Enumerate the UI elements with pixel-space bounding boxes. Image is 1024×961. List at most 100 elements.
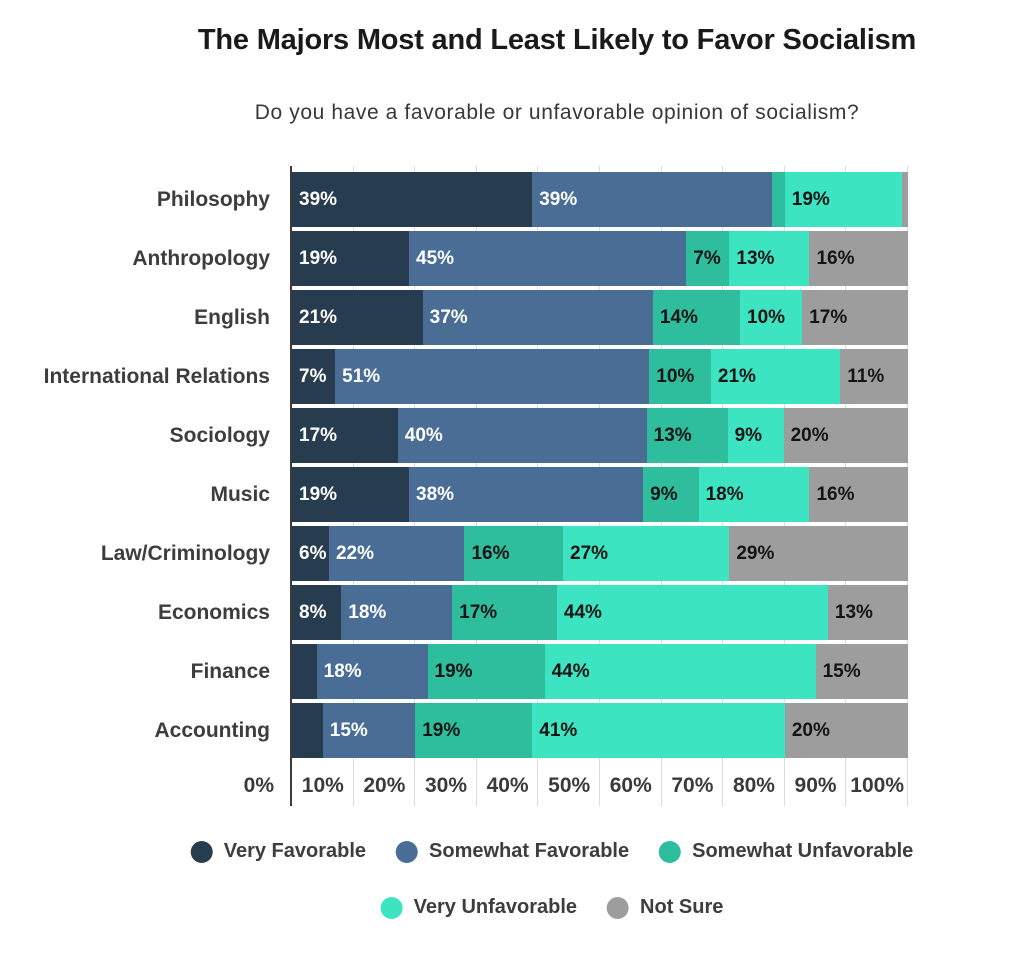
- segment-label: 19%: [791, 189, 830, 210]
- segment-label: 41%: [539, 720, 578, 741]
- bar-segment-very-favorable: 21%: [292, 290, 423, 345]
- bar-segment-somewhat-unfavorable: 10%: [649, 349, 711, 404]
- legend-item: Very Unfavorable: [380, 896, 578, 919]
- x-tick-label: 10%: [301, 774, 344, 797]
- bar-segment-very-favorable: 6%: [292, 526, 329, 581]
- segment-label: 27%: [570, 543, 609, 564]
- chart-title: The Majors Most and Least Likely to Favo…: [197, 24, 917, 56]
- segment-label: 51%: [342, 366, 381, 387]
- x-tick-label: 20%: [363, 774, 406, 797]
- bar-segment-somewhat-favorable: 38%: [409, 467, 644, 522]
- bar-segment-somewhat-unfavorable: 19%: [427, 644, 545, 699]
- x-tick-label: 80%: [732, 774, 775, 797]
- category-label: Anthropology: [132, 246, 270, 270]
- x-tick-label: 70%: [671, 774, 714, 797]
- bar-row: 19% 45% 7% 13% 16%: [292, 231, 909, 286]
- segment-label: 7%: [693, 248, 721, 269]
- legend-swatch-icon: [659, 840, 682, 863]
- segment-label: 39%: [299, 189, 338, 210]
- segment-label: 14%: [659, 307, 698, 328]
- legend-label: Very Favorable: [223, 840, 367, 862]
- segment-label: 19%: [422, 720, 461, 741]
- bar-segment-somewhat-unfavorable: 14%: [652, 290, 740, 345]
- bar-segment-very-favorable: 19%: [292, 231, 410, 286]
- segment-label: 15%: [822, 661, 861, 682]
- bar-segment-somewhat-unfavorable: 9%: [643, 467, 699, 522]
- segment-label: 19%: [299, 248, 338, 269]
- category-label: Philosophy: [156, 187, 270, 211]
- bar-segment-somewhat-unfavorable: 7%: [686, 231, 730, 286]
- bar-row: 39% 39% 19%: [292, 172, 908, 227]
- segment-label: 16%: [816, 484, 855, 505]
- category-label: Sociology: [169, 423, 270, 447]
- segment-label: 22%: [335, 543, 374, 564]
- category-label: Economics: [157, 600, 270, 624]
- segment-label: 21%: [717, 366, 756, 387]
- bar-segment-very-unfavorable: 27%: [563, 526, 730, 581]
- chart-subtitle: Do you have a favorable or unfavorable o…: [254, 101, 860, 124]
- legend-swatch-icon: [396, 840, 419, 863]
- bar-segment-not-sure: 17%: [802, 290, 908, 345]
- plot-area: 39% 39% 19% 19% 45% 7% 13% 16% 21% 37% 14% 10% 17% 7%…: [292, 0, 909, 961]
- segment-label: 13%: [834, 602, 873, 623]
- bar-segment-very-favorable: 39%: [292, 172, 533, 227]
- segment-label: 45%: [416, 248, 455, 269]
- bar-segment-somewhat-unfavorable: [772, 172, 785, 227]
- category-label: Finance: [190, 659, 270, 683]
- bar-segment-very-unfavorable: 44%: [556, 585, 828, 640]
- legend-label: Very Unfavorable: [413, 896, 578, 918]
- bar-segment-very-unfavorable: 13%: [729, 231, 810, 286]
- segment-label: 19%: [434, 661, 473, 682]
- segment-label: 10%: [656, 366, 695, 387]
- category-label: English: [194, 305, 270, 329]
- x-tick-label: 60%: [609, 774, 652, 797]
- segment-label: 15%: [329, 720, 368, 741]
- legend-swatch-icon: [190, 840, 213, 863]
- bar-segment-not-sure: 13%: [827, 585, 908, 640]
- bar-segment-somewhat-favorable: 37%: [422, 290, 653, 345]
- bar-segment-not-sure: 20%: [783, 408, 908, 463]
- bar-segment-somewhat-unfavorable: 17%: [452, 585, 557, 640]
- bar-segment-very-unfavorable: 18%: [698, 467, 810, 522]
- bar-segment-somewhat-unfavorable: 16%: [464, 526, 564, 581]
- bar-segment-somewhat-unfavorable: 13%: [646, 408, 728, 463]
- bar-segment-very-favorable: 19%: [292, 467, 410, 522]
- bar-segment-very-favorable: 7%: [292, 349, 336, 404]
- legend-label: Somewhat Favorable: [429, 840, 630, 862]
- bar-row: 7% 51% 10% 21% 11%: [292, 349, 908, 404]
- bar-segment-somewhat-favorable: 39%: [532, 172, 773, 227]
- segment-label: 18%: [348, 602, 387, 623]
- bar-segment-not-sure: 20%: [784, 703, 909, 758]
- bar-segment-not-sure: 11%: [840, 349, 908, 404]
- segment-label: 40%: [404, 425, 443, 446]
- segment-label: 17%: [459, 602, 498, 623]
- segment-label: 20%: [790, 425, 829, 446]
- segment-label: 18%: [323, 661, 362, 682]
- bar-segment-very-favorable: [292, 703, 323, 758]
- bar-segment-somewhat-favorable: 22%: [328, 526, 465, 581]
- y-axis-line: [290, 166, 292, 806]
- segment-label: 13%: [653, 425, 692, 446]
- bar-segment-not-sure: 16%: [809, 231, 909, 286]
- bar-row: 15% 19% 41% 20%: [292, 703, 909, 758]
- segment-label: 29%: [736, 543, 775, 564]
- bar-segment-not-sure: 15%: [815, 644, 909, 699]
- segment-label: 13%: [736, 248, 775, 269]
- bar-segment-very-unfavorable: 41%: [532, 703, 785, 758]
- x-tick-label: 100%: [850, 774, 904, 797]
- bar-segment-somewhat-favorable: 51%: [335, 349, 650, 404]
- segment-label: 44%: [563, 602, 602, 623]
- bar-segment-very-unfavorable: 9%: [727, 408, 784, 463]
- bar-segment-somewhat-favorable: 15%: [322, 703, 416, 758]
- bar-segment-not-sure: 16%: [809, 467, 908, 522]
- segment-label: 9%: [650, 484, 678, 505]
- segment-label: 19%: [299, 484, 338, 505]
- bar-segment-very-unfavorable: 44%: [544, 644, 816, 699]
- segment-label: 17%: [809, 307, 848, 328]
- bar-row: 6% 22% 16% 27% 29%: [292, 526, 908, 581]
- legend-item: Not Sure: [607, 896, 723, 919]
- bar-segment-somewhat-unfavorable: 19%: [415, 703, 533, 758]
- category-label: Music: [210, 482, 270, 506]
- segment-label: 20%: [791, 720, 830, 741]
- segment-label: 8%: [299, 602, 327, 623]
